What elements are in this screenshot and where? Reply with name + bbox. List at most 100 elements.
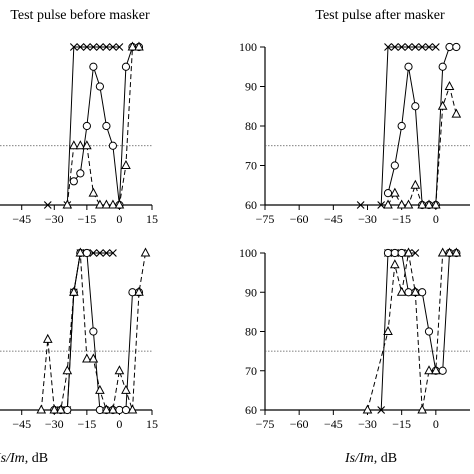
- chart-panel-3: −45 −30 −15 0 15 Is/Im, dB: [0, 247, 158, 466]
- data-point-triangle: [121, 159, 131, 169]
- data-point-triangle: [36, 404, 47, 414]
- data-point-circle: [404, 62, 413, 71]
- data-point-x: [95, 43, 104, 51]
- x-tick-label: −15: [392, 212, 411, 226]
- data-point-triangle: [121, 384, 131, 394]
- x-tick-label: −30: [45, 212, 64, 226]
- data-point-circle: [397, 248, 406, 258]
- data-point-triangle: [389, 187, 400, 197]
- data-point-triangle: [410, 179, 421, 189]
- data-point-triangle: [383, 325, 393, 335]
- data-point-circle: [404, 288, 413, 297]
- data-point-circle: [121, 62, 131, 71]
- data-point-x: [411, 249, 420, 257]
- data-point-triangle: [108, 404, 118, 414]
- data-point-circle: [89, 327, 98, 336]
- data-point-x: [356, 201, 365, 209]
- data-point-triangle: [437, 100, 448, 110]
- x-tick-label: 0: [433, 212, 439, 226]
- data-point-x: [89, 249, 98, 257]
- data-point-circle: [95, 82, 104, 91]
- x-tick-label: −75: [256, 212, 275, 226]
- data-point-triangle: [396, 199, 407, 209]
- x-tick-label: −30: [358, 417, 377, 431]
- series-triangle: [36, 247, 151, 414]
- data-point-circle: [76, 169, 85, 178]
- data-point-triangle: [55, 404, 66, 414]
- y-tick-label: 100: [239, 40, 257, 54]
- x-tick-label: −45: [12, 417, 31, 431]
- data-point-triangle: [49, 404, 60, 414]
- data-point-circle: [397, 121, 406, 131]
- x-tick-label: −15: [77, 417, 96, 431]
- data-point-x: [390, 43, 399, 51]
- data-point-triangle: [75, 140, 86, 150]
- series-triangle: [362, 247, 462, 414]
- data-point-triangle: [75, 247, 86, 257]
- data-point-x: [82, 43, 91, 51]
- data-point-triangle: [134, 286, 144, 296]
- data-point-triangle: [389, 259, 400, 269]
- data-point-x: [431, 43, 440, 51]
- x-tick-label: −15: [77, 212, 96, 226]
- data-point-triangle: [62, 199, 73, 209]
- data-point-x: [377, 406, 386, 414]
- x-tick-label: −75: [256, 417, 275, 431]
- data-point-triangle: [410, 286, 421, 296]
- data-point-circle: [89, 62, 98, 71]
- data-point-triangle: [417, 199, 428, 209]
- data-point-triangle: [68, 140, 79, 150]
- chart-panel-2: Test pulse after masker −75 −60 −45 −30 −15 0 6…: [239, 8, 470, 466]
- y-tick-label: 100: [239, 246, 257, 260]
- data-point-triangle: [114, 199, 125, 209]
- x-tick-label: −30: [45, 417, 64, 431]
- data-point-circle: [452, 42, 461, 52]
- data-point-triangle: [430, 199, 441, 209]
- data-point-triangle: [383, 199, 393, 209]
- data-point-x: [109, 43, 117, 51]
- data-point-x: [76, 43, 85, 51]
- chart-title: Test pulse after masker: [315, 8, 445, 23]
- chart-panel-4: −75 −60 −45 −30 −15 0 60 70 80 90 100: [239, 246, 470, 431]
- series-line: [360, 46, 436, 206]
- x-tick-label: −45: [12, 212, 31, 226]
- data-point-triangle: [82, 140, 92, 150]
- data-point-circle: [383, 248, 393, 258]
- data-point-circle: [69, 177, 78, 186]
- data-point-triangle: [88, 187, 99, 197]
- x-axis-label: Is/Im, dB: [344, 451, 397, 466]
- data-point-circle: [418, 288, 427, 297]
- data-point-triangle: [68, 286, 79, 296]
- data-point-triangle: [134, 41, 144, 51]
- data-point-triangle: [362, 404, 373, 414]
- data-point-triangle: [396, 286, 407, 296]
- data-point-triangle: [451, 247, 462, 257]
- x-tick-label: −45: [324, 417, 343, 431]
- chart-title: Test pulse before masker: [10, 8, 150, 23]
- data-point-x: [89, 43, 98, 51]
- x-tick-label: −45: [324, 212, 343, 226]
- data-point-circle: [438, 366, 447, 375]
- y-tick-label: 90: [245, 285, 257, 299]
- y-tick-label: 90: [245, 80, 257, 94]
- data-point-circle: [82, 121, 91, 131]
- data-point-x: [102, 249, 111, 257]
- data-point-circle: [424, 327, 434, 336]
- series-line: [388, 252, 457, 372]
- y-tick-label: 80: [245, 325, 257, 339]
- x-tick-label: 0: [433, 417, 439, 431]
- data-point-x: [404, 43, 413, 51]
- data-point-triangle: [42, 333, 53, 343]
- data-point-triangle: [424, 365, 434, 375]
- data-point-triangle: [403, 199, 414, 209]
- series-line: [367, 252, 457, 411]
- chart-panel-1: Test pulse before masker −45 −30 −15 0 15: [0, 8, 158, 226]
- y-tick-label: 60: [245, 403, 257, 417]
- data-point-x: [102, 43, 111, 51]
- series-triangle: [62, 41, 144, 209]
- data-point-circle: [102, 121, 111, 131]
- data-point-triangle: [114, 365, 125, 375]
- data-point-x: [43, 201, 52, 209]
- series-line: [47, 46, 120, 206]
